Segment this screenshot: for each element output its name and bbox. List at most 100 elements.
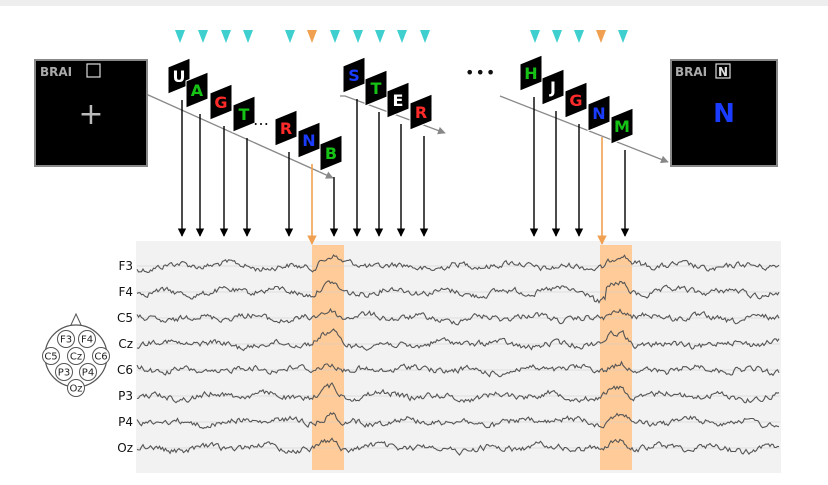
stimulus-event-arrows <box>177 97 630 245</box>
stimulus-card: T <box>232 95 256 133</box>
stimulus-letter: N <box>592 104 605 123</box>
eeg-channel-label: C5 <box>117 311 133 325</box>
top-band <box>0 0 828 6</box>
electrode-label: P4 <box>82 368 94 379</box>
stimulus-letter: T <box>371 79 382 98</box>
sequence-timeline-arrow <box>145 93 334 179</box>
stimulus-letter: J <box>549 78 556 97</box>
eeg-trace <box>136 307 780 326</box>
start-screen: BRAI + <box>34 59 148 167</box>
stimulus-cue-marker <box>243 30 253 43</box>
screen-title: BRAI <box>675 65 707 79</box>
eeg-traces <box>136 254 780 456</box>
stimulus-cue-marker <box>552 30 562 43</box>
electrode-label: C6 <box>94 352 107 363</box>
stimulus-cue-marker <box>198 30 208 43</box>
stimulus-cue-markers <box>175 30 628 43</box>
stimulus-letter: T <box>239 105 250 124</box>
stimulus-card: R <box>409 93 433 131</box>
stimulus-card: T <box>364 69 388 107</box>
stimulus-card: J <box>541 68 565 106</box>
stimulus-card: S <box>342 56 366 94</box>
electrode-marker <box>78 330 96 348</box>
selected-letter: N <box>713 99 735 129</box>
target-epoch-highlight <box>600 245 632 470</box>
sequence-timeline-arrow <box>499 95 669 164</box>
stimulus-cue-marker <box>420 30 430 43</box>
stimulus-letter: U <box>173 67 186 86</box>
eeg-trace <box>136 412 780 430</box>
eeg-trace <box>136 360 780 378</box>
eeg-channel-label: F4 <box>118 285 133 299</box>
fixation-cross: + <box>78 97 103 132</box>
stimulus-cue-marker <box>221 30 231 43</box>
eeg-channel-label: P4 <box>118 415 133 429</box>
stimulus-cue-marker <box>618 30 628 43</box>
between-sequences-dots: ••• <box>465 63 496 82</box>
stimulus-letter: S <box>348 66 360 85</box>
stimulus-cue-marker <box>285 30 295 43</box>
eeg-channel-labels: F3 F4 C5 Cz C6 P3 P4 Oz <box>117 259 133 455</box>
stimulus-cue-marker <box>353 30 363 43</box>
electrode-label: Oz <box>69 384 82 395</box>
result-screen: BRAI N N <box>670 59 778 167</box>
target-cue-marker <box>307 30 317 43</box>
electrode-marker <box>67 379 85 397</box>
stimulus-letter: G <box>569 91 582 110</box>
stimulus-cue-marker <box>330 30 340 43</box>
stimulus-letter: G <box>214 93 227 112</box>
eeg-trace <box>136 328 780 352</box>
stimulus-card: R <box>274 109 298 147</box>
eeg-trace <box>136 254 780 273</box>
screen-title: BRAI <box>40 65 72 79</box>
eeg-channel-label: F3 <box>118 259 133 273</box>
stimulus-letter: M <box>614 117 630 136</box>
electrode-marker <box>57 330 75 348</box>
stimulus-cue-marker <box>574 30 584 43</box>
eeg-panel <box>136 241 781 473</box>
electrode-label: F4 <box>81 335 93 346</box>
stimulus-cue-marker <box>175 30 185 43</box>
electrode-label: C5 <box>44 352 57 363</box>
electrode-marker <box>79 363 97 381</box>
stimulus-card: B <box>319 134 343 172</box>
eeg-trace <box>136 382 780 404</box>
stimulus-card: N <box>587 94 611 132</box>
electrode-label: F3 <box>60 335 72 346</box>
electrode-label: Cz <box>70 352 82 363</box>
stimulus-card: G <box>209 83 233 121</box>
eeg-channel-label: Cz <box>118 337 133 351</box>
stimulus-letter: A <box>191 81 204 100</box>
stimulus-letter: R <box>415 103 427 122</box>
stimulus-card: N <box>297 121 321 159</box>
stimulus-cue-marker <box>397 30 407 43</box>
stimulus-letter: N <box>302 131 315 150</box>
typed-letter-box <box>86 63 101 78</box>
electrode-marker <box>42 347 60 365</box>
eeg-channel-label: P3 <box>118 389 133 403</box>
target-epoch-highlight <box>312 245 344 470</box>
electrode-marker <box>67 347 85 365</box>
stimulus-cue-marker <box>530 30 540 43</box>
stimulus-cue-marker <box>375 30 385 43</box>
stimulus-letter: R <box>280 119 292 138</box>
stimulus-card: M <box>610 107 634 145</box>
eeg-trace <box>136 280 780 304</box>
stimulus-card: E <box>386 81 410 119</box>
stimulus-letter: E <box>393 91 404 110</box>
stimulus-letter: H <box>524 64 537 83</box>
electrode-marker <box>55 363 73 381</box>
stimulus-card: A <box>185 71 209 109</box>
eeg-channel-label: Oz <box>117 441 133 455</box>
eeg-trace <box>136 437 780 456</box>
stimulus-card: G <box>564 81 588 119</box>
typed-letter: N <box>718 65 728 79</box>
eeg-channel-label: C6 <box>117 363 133 377</box>
stimulus-card: H <box>519 54 543 92</box>
electrode-label: P3 <box>58 368 70 379</box>
typed-letter-box <box>715 63 731 79</box>
electrode-marker <box>92 347 110 365</box>
